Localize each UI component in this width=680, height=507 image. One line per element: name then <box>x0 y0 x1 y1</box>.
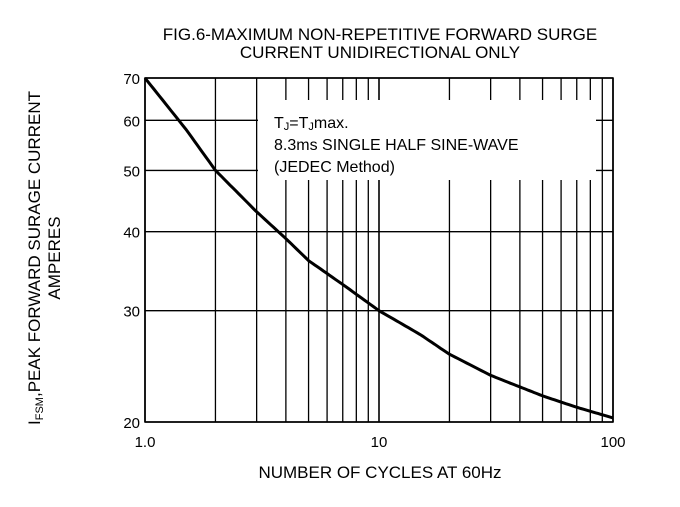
y-axis-label-line-2: AMPERES <box>45 216 64 299</box>
chart-title: FIG.6-MAXIMUM NON-REPETITIVE FORWARD SUR… <box>163 25 597 62</box>
y-axis-label-subscript: FSM <box>34 397 46 420</box>
y-tick-label: 70 <box>123 71 140 88</box>
y-tick-label: 30 <box>123 304 140 321</box>
y-tick-label: 40 <box>123 225 140 242</box>
annotation-waveform-line: 8.3ms SINGLE HALF SINE-WAVE <box>274 137 519 154</box>
y-axis-label-text: ,PEAK FORWARD SURAGE CURRENT <box>25 91 44 397</box>
y-axis-label-line-1: IFSM,PEAK FORWARD SURAGE CURRENT <box>25 91 46 425</box>
annotation-max: max. <box>314 115 349 132</box>
annotation-t-1: T <box>274 115 284 132</box>
chart-title-line-2: CURRENT UNIDIRECTIONAL ONLY <box>240 43 520 62</box>
y-axis-label-symbol: I <box>25 420 44 425</box>
x-tick-label: 10 <box>371 434 388 451</box>
y-tick-label: 50 <box>123 163 140 180</box>
y-axis-tick-labels: 20 30 40 50 60 70 <box>123 71 140 432</box>
x-axis-label: NUMBER OF CYCLES AT 60Hz <box>258 463 501 482</box>
plot-border <box>144 77 614 423</box>
y-tick-label: 60 <box>123 113 140 130</box>
x-axis-tick-labels: 1.0 10 100 <box>135 434 626 451</box>
annotation-method-line: (JEDEC Method) <box>274 159 395 176</box>
surge-current-curve <box>143 77 614 420</box>
annotation-tj-line: TJ=TJmax. <box>274 115 349 133</box>
y-axis-label: IFSM,PEAK FORWARD SURAGE CURRENT AMPERES <box>25 91 64 425</box>
annotation-sub-j-2: J <box>308 121 314 133</box>
x-tick-label: 1.0 <box>135 434 156 451</box>
chart-annotation: TJ=TJmax. 8.3ms SINGLE HALF SINE-WAVE (J… <box>274 115 519 176</box>
annotation-sub-j-1: J <box>284 121 290 133</box>
annotation-background <box>258 100 596 180</box>
x-tick-label: 100 <box>600 434 625 451</box>
chart-title-line-1: FIG.6-MAXIMUM NON-REPETITIVE FORWARD SUR… <box>163 25 597 44</box>
annotation-eq-t: =T <box>289 115 308 132</box>
y-tick-label: 20 <box>123 415 140 432</box>
